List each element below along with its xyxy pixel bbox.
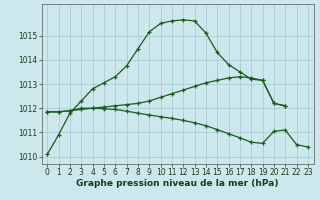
X-axis label: Graphe pression niveau de la mer (hPa): Graphe pression niveau de la mer (hPa) <box>76 179 279 188</box>
